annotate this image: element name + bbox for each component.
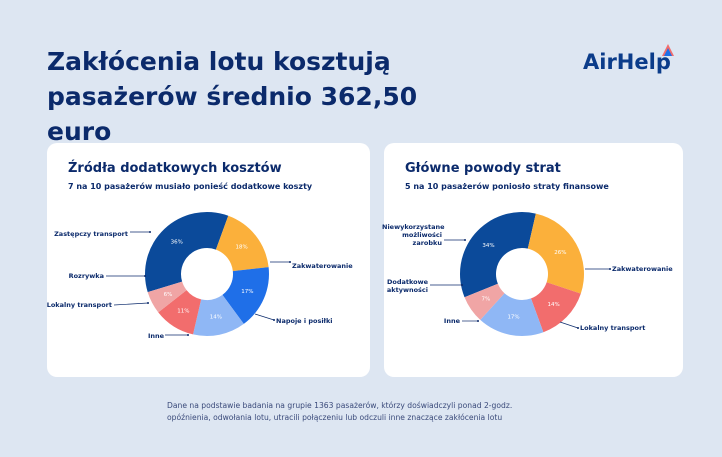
pie-slice	[215, 215, 269, 272]
value-label: 14%	[547, 302, 559, 308]
value-label: 7%	[482, 297, 491, 303]
pie-slice	[158, 290, 202, 335]
value-label: 6%	[164, 292, 173, 298]
leader-dot	[477, 320, 479, 322]
leader-dot	[464, 239, 466, 241]
category-label: Napoje i posiłki	[276, 317, 333, 325]
pie-slice	[145, 212, 229, 293]
footnote: Dane na podstawie badania na grupie 1363…	[167, 401, 513, 422]
page-title: Zakłócenia lotu kosztują pasażerów średn…	[47, 47, 418, 146]
category-label: Lokalny transport	[46, 301, 112, 309]
leader-dot	[187, 334, 189, 336]
value-label: 14%	[210, 315, 222, 321]
leader-line	[559, 321, 579, 329]
leader-dot	[273, 319, 275, 321]
logo: AirHelp	[583, 50, 671, 74]
leader-dot	[461, 284, 463, 286]
pie-slice	[527, 213, 584, 294]
chart-title: Źródła dodatkowych kosztów	[68, 161, 282, 176]
value-label: 17%	[507, 315, 519, 321]
pie-slice	[464, 283, 505, 320]
leader-line	[254, 313, 275, 321]
pie-slice	[459, 212, 536, 298]
category-label: Inne	[443, 317, 460, 325]
leader-dot	[289, 261, 291, 263]
card	[384, 143, 683, 377]
leader-dot	[147, 302, 149, 304]
leader-line	[113, 302, 149, 306]
value-label: 34%	[482, 243, 494, 249]
chart-title: Główne powody strat	[405, 161, 561, 176]
category-label: Zakwaterowanie	[292, 262, 353, 270]
leader-dot	[144, 275, 146, 277]
pie-slice	[222, 267, 269, 324]
card	[47, 143, 370, 377]
category-label: Zastępczy transport	[54, 230, 128, 238]
category-label: Dodatkowe aktywności	[386, 278, 428, 294]
value-label: 17%	[241, 289, 253, 295]
category-label: Lokalny transport	[580, 324, 646, 332]
value-label: 26%	[554, 250, 566, 256]
category-label: Rozrywka	[68, 272, 104, 280]
category-label: Zakwaterowanie	[612, 265, 673, 273]
value-label: 36%	[171, 240, 183, 246]
chart-subtitle: 7 na 10 pasażerów musiało ponieść dodatk…	[68, 182, 313, 191]
leader-dot	[577, 327, 579, 329]
pie-slice	[530, 282, 581, 333]
pie-slice	[147, 281, 187, 313]
leader-dot	[609, 268, 611, 270]
value-label: 18%	[235, 244, 247, 250]
pie-slice	[480, 293, 544, 336]
leader-dot	[149, 231, 151, 233]
value-label: 11%	[177, 309, 189, 315]
chart-subtitle: 5 na 10 pasażerów poniosło straty finans…	[405, 182, 609, 191]
category-label: Niewykorzystane możliwości zarobku	[382, 223, 445, 247]
category-label: Inne	[148, 332, 165, 340]
pie-slice	[193, 294, 244, 336]
